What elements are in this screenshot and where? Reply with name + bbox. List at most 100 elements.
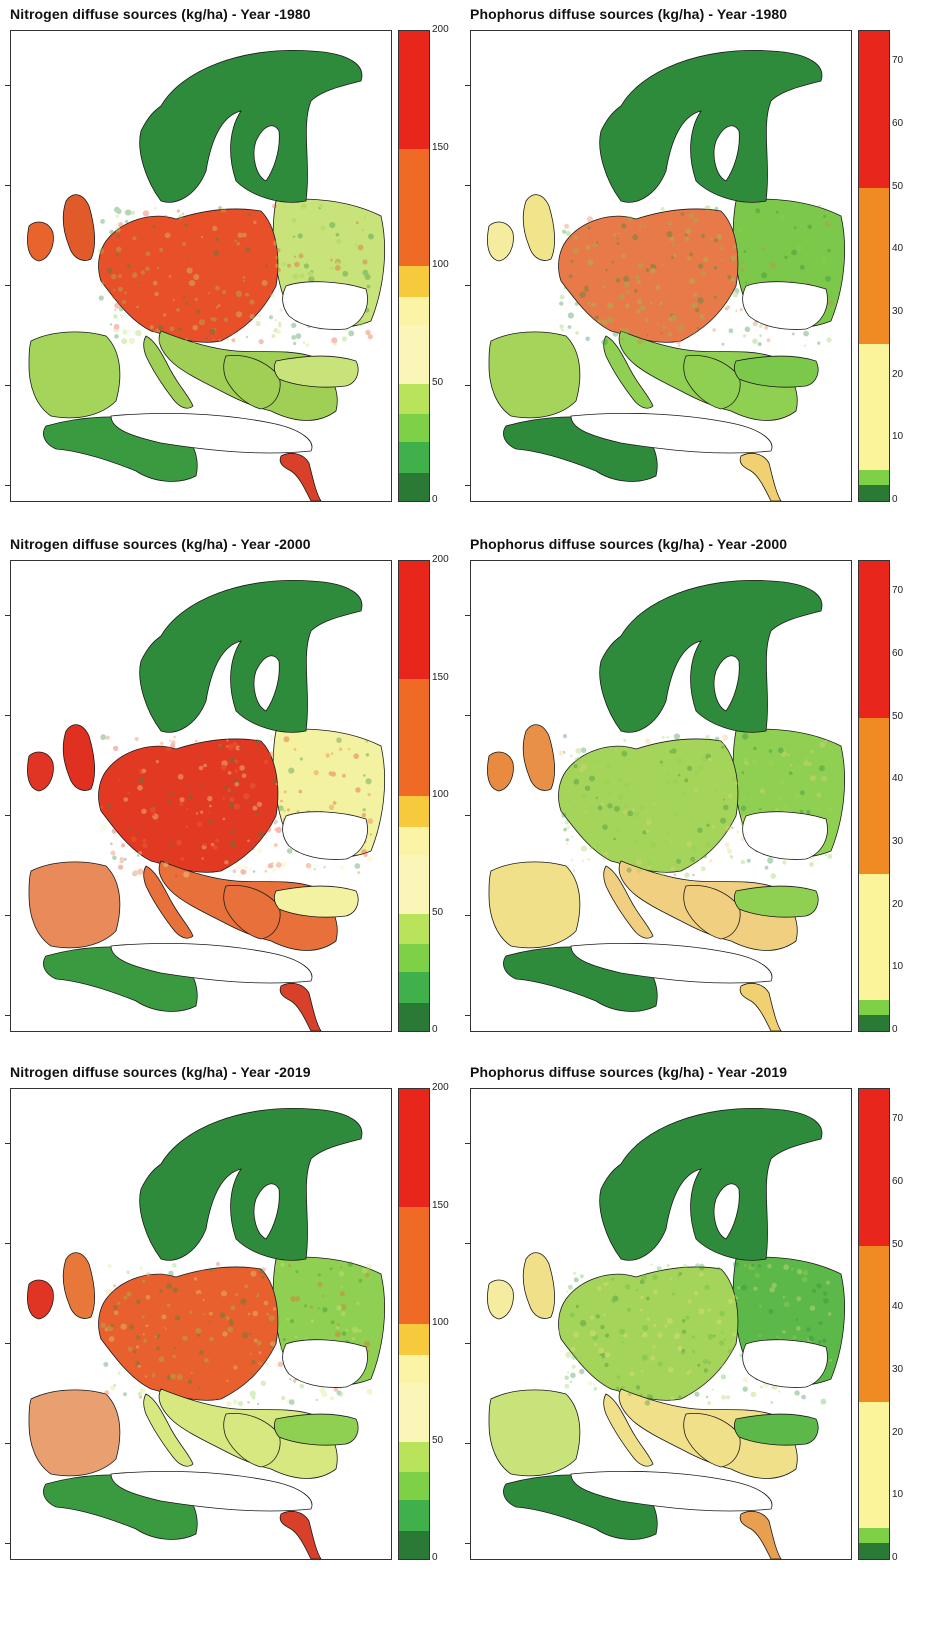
colorbar-tick-label: 30: [892, 306, 904, 317]
map-frame: [470, 30, 852, 502]
map-frame: [10, 560, 392, 1032]
colorbar-legend: [858, 1088, 890, 1560]
colorbar-tick-label: 200: [432, 24, 449, 35]
colorbar-class: [399, 854, 429, 914]
sea-2: [570, 942, 773, 984]
colorbar-tick-label: 50: [432, 906, 444, 918]
colorbar-class: [399, 266, 429, 297]
region-north: [599, 579, 823, 733]
axis-tick: [5, 1543, 10, 1544]
colorbar-legend: [858, 560, 890, 1032]
sea-2: [110, 1470, 313, 1512]
axis-tick: [5, 385, 10, 386]
region-italy: [143, 1393, 194, 1467]
region-turkey: [733, 355, 819, 388]
region-central: [558, 1266, 739, 1401]
region-central: [98, 1266, 279, 1401]
sea-0: [713, 125, 740, 182]
map-frame: [470, 560, 852, 1032]
region-nile: [739, 982, 782, 1031]
colorbar-tick-label: 100: [432, 789, 449, 800]
sea-1: [282, 1339, 368, 1388]
axis-tick: [465, 285, 470, 286]
axis-tick: [5, 85, 10, 86]
europe-map: [27, 1107, 385, 1559]
region-turkey: [733, 1413, 819, 1446]
region-nile: [739, 452, 782, 501]
region-nile: [279, 982, 322, 1031]
sea-1: [742, 811, 828, 860]
axis-tick: [465, 485, 470, 486]
region-iberia: [488, 331, 581, 419]
colorbar-tick-label: 20: [892, 898, 904, 910]
europe-map: [487, 1107, 845, 1559]
sea-0: [713, 1183, 740, 1240]
colorbar-class: [399, 1324, 429, 1355]
colorbar-legend: [398, 1088, 430, 1560]
colorbar-class: [399, 737, 429, 796]
sea-2: [110, 412, 313, 454]
axis-tick: [5, 285, 10, 286]
colorbar-class: [399, 678, 429, 738]
axis-tick: [465, 715, 470, 716]
europe-map: [27, 579, 385, 1031]
region-italy: [143, 865, 194, 939]
colorbar-tick-label: 60: [892, 1176, 904, 1187]
colorbar-class: [859, 1089, 889, 1246]
panel-title: Nitrogen diffuse sources (kg/ha) - Year …: [10, 1064, 311, 1080]
panel-title: Phophorus diffuse sources (kg/ha) - Year…: [470, 1064, 788, 1080]
axis-tick: [5, 1243, 10, 1244]
region-turkey: [273, 885, 359, 918]
axis-tick: [465, 85, 470, 86]
colorbar-tick-label: 150: [432, 1199, 449, 1211]
panel-title: Nitrogen diffuse sources (kg/ha) - Year …: [10, 6, 311, 22]
colorbar-class: [399, 826, 429, 855]
panel-title: Phophorus diffuse sources (kg/ha) - Year…: [470, 6, 788, 22]
colorbar-class: [399, 296, 429, 325]
region-iberia: [488, 1389, 581, 1477]
colorbar-class: [399, 324, 429, 384]
colorbar-class: [399, 944, 429, 973]
colorbar-class: [399, 1147, 429, 1207]
colorbar-class: [859, 485, 889, 501]
colorbar-class: [859, 344, 889, 470]
region-ireland: [487, 1279, 514, 1320]
axis-tick: [465, 615, 470, 616]
axis-tick: [5, 1443, 10, 1444]
axis-tick: [5, 1143, 10, 1144]
region-uk: [62, 1252, 95, 1319]
sea-2: [570, 1470, 773, 1512]
axis-tick: [5, 815, 10, 816]
colorbar-class: [399, 619, 429, 679]
colorbar-class: [399, 442, 429, 473]
europe-map: [487, 49, 845, 501]
colorbar-class: [399, 31, 429, 90]
sea-1: [742, 1339, 828, 1388]
map-panel-n2000: Nitrogen diffuse sources (kg/ha) - Year …: [5, 530, 466, 1055]
colorbar-class: [399, 148, 429, 208]
colorbar-class: [859, 1402, 889, 1528]
colorbar-tick-label: 10: [892, 431, 904, 443]
colorbar-tick-label: 30: [892, 836, 904, 847]
region-turkey: [733, 885, 819, 918]
colorbar-tick-label: 150: [432, 141, 449, 153]
region-central: [558, 208, 739, 343]
colorbar-class: [399, 1002, 429, 1031]
colorbar-class: [399, 414, 429, 443]
colorbar-class: [399, 207, 429, 266]
colorbar-class: [399, 1530, 429, 1559]
colorbar-class: [859, 999, 889, 1016]
raster-texture: [558, 733, 833, 879]
map-panel-p1980: Phophorus diffuse sources (kg/ha) - Year…: [465, 0, 926, 525]
region-uk: [62, 194, 95, 261]
axis-tick: [465, 915, 470, 916]
region-north: [599, 1107, 823, 1261]
region-north: [139, 579, 363, 733]
colorbar-class: [859, 561, 889, 718]
colorbar-tick-label: 200: [432, 554, 449, 565]
region-nile: [279, 452, 322, 501]
axis-tick: [5, 185, 10, 186]
region-italy: [143, 335, 194, 409]
colorbar-class: [399, 1441, 429, 1473]
colorbar-class: [399, 1382, 429, 1442]
